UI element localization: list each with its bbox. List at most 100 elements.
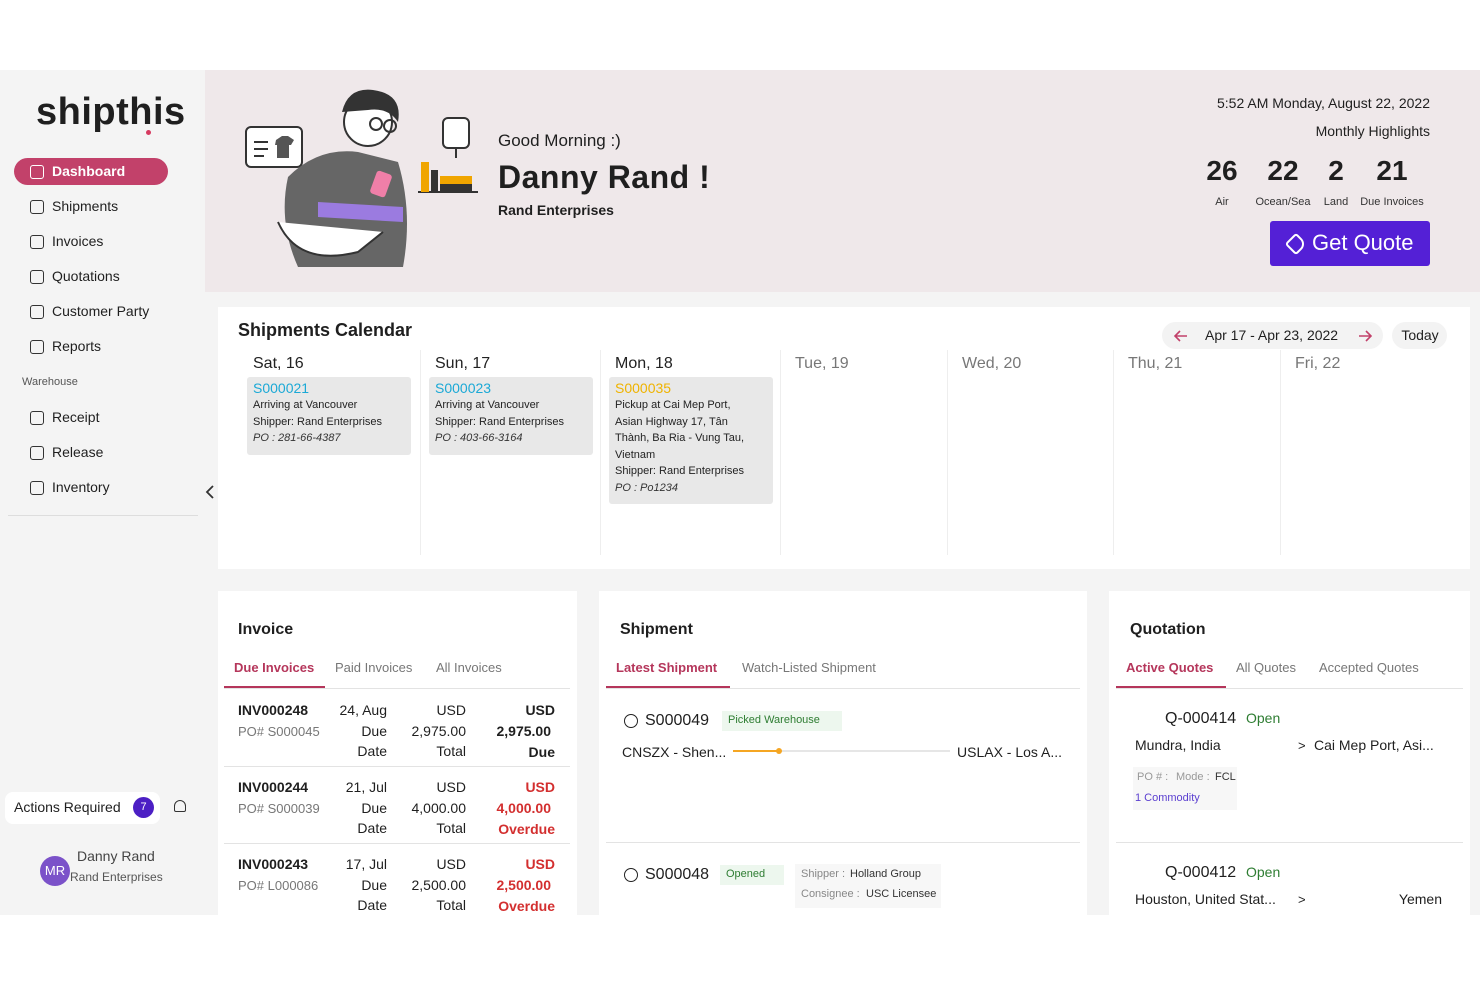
nav-icon (30, 411, 44, 425)
amount: 2,500.00 (411, 877, 467, 894)
po-label: PO # : (1137, 771, 1169, 784)
tab[interactable]: All Quotes (1236, 659, 1296, 675)
route-destination: USLAX - Los A... (957, 744, 1063, 761)
nav-icon (30, 305, 44, 319)
due-date: 21, Jul (345, 779, 387, 796)
day-label: Sat, 16 (253, 355, 304, 373)
due-date: 17, Jul (345, 856, 387, 873)
collapse-sidebar[interactable] (200, 480, 220, 504)
event-po: PO : 281-66-4387 (253, 432, 341, 445)
next-week[interactable] (1357, 328, 1373, 344)
tab[interactable]: Watch-Listed Shipment (742, 659, 876, 675)
highlights-title: Monthly Highlights (1315, 123, 1430, 140)
card-title: Quotation (1130, 621, 1206, 639)
nav-icon (30, 165, 44, 179)
tab[interactable]: Accepted Quotes (1319, 659, 1419, 675)
nav-icon (30, 340, 44, 354)
quote-destination: Yemen (1398, 891, 1442, 908)
highlight-label: Air (1215, 196, 1229, 209)
actions-badge: 7 (133, 797, 154, 818)
route-progress (733, 750, 780, 752)
highlight-value: 26 (1206, 154, 1238, 186)
day-label: Mon, 18 (615, 355, 673, 373)
nav-item[interactable]: Inventory (52, 479, 110, 496)
event-card[interactable] (609, 377, 773, 504)
tab[interactable]: Active Quotes (1126, 659, 1214, 675)
greeting: Good Morning :) (498, 131, 621, 151)
day-divider (1280, 350, 1281, 555)
invoice-card (218, 591, 577, 915)
currency: USD (436, 779, 466, 796)
tab[interactable]: Due Invoices (234, 659, 315, 675)
row-divider (224, 766, 570, 767)
day-label: Tue, 19 (795, 355, 849, 373)
tab[interactable]: All Invoices (436, 659, 502, 675)
prev-week[interactable] (1173, 328, 1189, 344)
quote-id[interactable]: Q-000414 (1165, 710, 1237, 728)
route-track (733, 750, 950, 752)
bell-icon[interactable] (174, 800, 186, 812)
today-button[interactable] (1392, 322, 1447, 349)
total: 2,500.00 (496, 877, 552, 894)
total: 4,000.00 (496, 800, 552, 817)
event-card[interactable] (247, 377, 411, 455)
total-currency: USD (525, 702, 555, 719)
day-divider (947, 350, 948, 555)
tab[interactable]: Paid Invoices (335, 659, 413, 675)
event-detail: Thành, Ba Ria - Vung Tau, (615, 432, 745, 445)
shipment-icon (624, 714, 638, 728)
party-box (795, 864, 941, 908)
status-tag (722, 711, 842, 731)
invoice-id: INV000243 (238, 856, 309, 873)
shipment-id[interactable]: S000049 (645, 712, 710, 730)
shipper: Holland Group (850, 868, 921, 881)
card-title: Shipment (620, 621, 693, 639)
user-name: Danny Rand (77, 848, 155, 865)
event-id: S000021 (253, 380, 310, 397)
get-quote-label: Get Quote (1312, 230, 1414, 256)
quote-status: Open (1246, 710, 1281, 727)
amount-label: Total (436, 897, 466, 914)
amount-label: Total (436, 820, 466, 837)
nav-icon (30, 200, 44, 214)
route-origin: CNSZX - Shen... (622, 744, 727, 761)
nav-icon (30, 481, 44, 495)
shipment-id[interactable]: S000048 (645, 866, 710, 884)
nav-item[interactable]: Release (52, 444, 104, 461)
item-divider (606, 842, 1080, 843)
nav-item[interactable]: Shipments (52, 198, 119, 215)
quote-id[interactable]: Q-000412 (1165, 864, 1237, 882)
event-detail: Pickup at Cai Mep Port, (615, 399, 731, 412)
nav-item[interactable]: Customer Party (52, 303, 150, 320)
nav-item[interactable]: Reports (52, 338, 102, 355)
user-company: Rand Enterprises (70, 869, 163, 884)
today-label: Today (1401, 327, 1439, 344)
calendar-title: Shipments Calendar (238, 319, 413, 340)
header-illustration (245, 89, 478, 267)
tab[interactable]: Latest Shipment (616, 659, 718, 675)
nav-item[interactable]: Dashboard (52, 163, 126, 180)
invoice-id: INV000248 (238, 702, 309, 719)
sidebar-divider (8, 515, 198, 516)
event-card[interactable] (429, 377, 593, 455)
event-detail: Shipper: Rand Enterprises (615, 465, 745, 478)
day-divider (1113, 350, 1114, 555)
total-currency: USD (525, 779, 555, 796)
get-quote-button[interactable] (1270, 221, 1430, 266)
invoice-po: PO# S000039 (238, 800, 320, 816)
header-banner (205, 70, 1480, 292)
nav-item[interactable]: Quotations (52, 268, 120, 285)
nav-item[interactable]: Invoices (52, 233, 104, 250)
logo-dot (146, 130, 151, 135)
nav-icon (30, 235, 44, 249)
quotation-card (1109, 591, 1470, 915)
tab-rule (1116, 688, 1463, 689)
shipper-label: Shipper : (801, 868, 846, 881)
event-detail: Arriving at Vancouver (435, 399, 540, 412)
nav-item[interactable]: Receipt (52, 409, 100, 426)
date-range: Apr 17 - Apr 23, 2022 (1205, 327, 1339, 344)
commodity[interactable]: 1 Commodity (1135, 792, 1200, 805)
day-divider (600, 350, 601, 555)
highlight-value: 2 (1328, 154, 1344, 186)
shipment-icon (624, 868, 638, 882)
